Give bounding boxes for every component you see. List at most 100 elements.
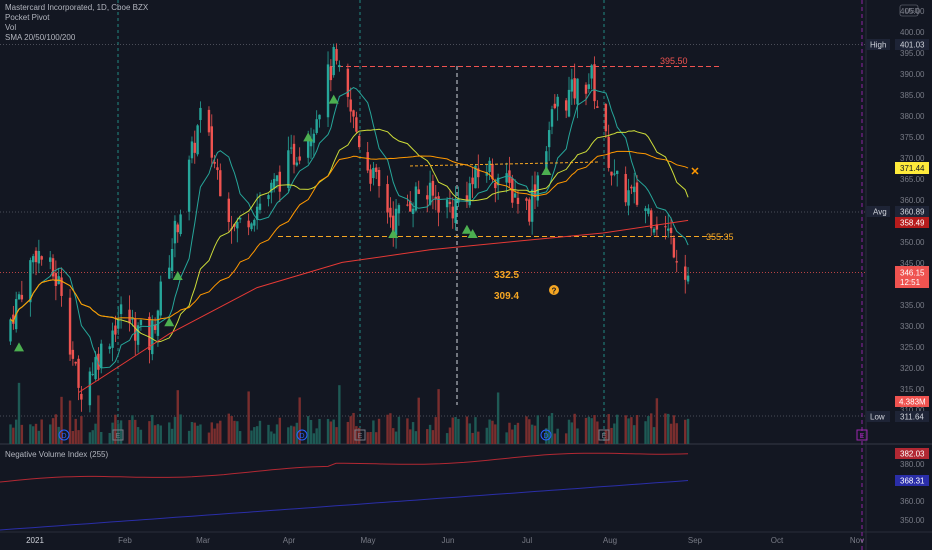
candle-body <box>528 199 531 222</box>
volume-value-box <box>895 396 929 407</box>
countdown: 12:51 <box>900 278 921 287</box>
volume-bar <box>193 422 196 444</box>
candle-body <box>270 182 273 193</box>
avg-tag: Avg <box>873 208 887 217</box>
volume-bar <box>80 416 83 444</box>
volume-bar <box>406 418 409 444</box>
price-tick: 370.00 <box>900 154 925 163</box>
candle-body <box>9 319 12 342</box>
chart-legend[interactable]: Mastercard Incorporated, 1D, Cboe BZX Po… <box>5 3 148 43</box>
pocket-pivot-icon <box>303 132 314 142</box>
volume-bar <box>593 415 596 444</box>
candle-body <box>159 281 162 316</box>
price-tick: 330.00 <box>900 322 925 331</box>
volume-bar <box>655 398 659 444</box>
pocket-pivot-icon <box>467 229 478 238</box>
volume-bar <box>9 424 12 444</box>
sma100-line <box>10 150 689 323</box>
symbol-title[interactable]: Mastercard Incorporated, 1D, Cboe BZX <box>5 3 149 12</box>
volume-bar <box>199 424 202 444</box>
volume-bar <box>287 427 290 444</box>
volume-bar <box>267 424 270 444</box>
currency-label: USD <box>905 8 920 15</box>
candle-body <box>426 195 429 200</box>
candle-body <box>199 107 202 121</box>
candle-body <box>633 186 636 193</box>
candle-body <box>358 135 361 148</box>
volume-bar <box>528 419 531 444</box>
volume-bar <box>278 417 282 444</box>
volume-bar <box>647 416 650 444</box>
nvi-title: Negative Volume Index (255) <box>5 450 109 459</box>
time-label: Apr <box>283 536 296 545</box>
indicator-label[interactable]: Vol <box>5 23 17 32</box>
volume-bar <box>686 418 690 444</box>
volume-bar <box>633 425 636 444</box>
volume-bar <box>179 414 182 444</box>
sma200-line <box>78 219 689 394</box>
event-badge-label: D <box>543 433 548 440</box>
candle-body <box>29 260 32 303</box>
time-label: Jul <box>522 536 532 545</box>
volume-bar <box>128 420 131 444</box>
time-label: Sep <box>688 536 703 545</box>
volume-bar <box>635 415 639 444</box>
candle-body <box>31 256 35 263</box>
volume-bar <box>448 427 452 444</box>
candle-body <box>139 319 143 326</box>
price-tick: 405.00 <box>900 7 925 16</box>
candle-body <box>213 162 216 164</box>
sma20-line <box>10 87 689 369</box>
volume-bar <box>97 395 100 444</box>
avg-value: 360.89 <box>900 208 925 217</box>
indicator-label[interactable]: SMA 20/50/100/200 <box>5 33 76 42</box>
pocket-pivot-icon <box>14 342 25 352</box>
volume-bar <box>366 432 369 444</box>
volume-bar <box>318 418 321 444</box>
volume-bar <box>615 414 619 444</box>
candle-body <box>114 325 117 335</box>
candle-body <box>153 324 157 330</box>
volume-bar <box>68 400 72 444</box>
volume-bar <box>477 431 480 444</box>
volume-bar <box>159 425 162 444</box>
candle-body <box>298 156 301 161</box>
candle-body <box>593 64 596 102</box>
candle-body <box>346 68 350 97</box>
volume-bar <box>451 417 454 444</box>
candle-body <box>474 165 477 189</box>
candle-body <box>556 96 559 107</box>
candle-body <box>74 361 77 364</box>
volume-bar <box>275 424 279 444</box>
candle-body <box>253 219 256 226</box>
volume-bar <box>238 431 242 444</box>
volume-bar <box>485 427 488 444</box>
indicator-label[interactable]: Pocket Pivot <box>5 13 50 22</box>
volume-bar <box>394 431 398 444</box>
volume-bar <box>610 427 613 444</box>
candle-body <box>233 223 236 227</box>
volume-bar <box>564 433 568 444</box>
candle-body <box>647 208 650 214</box>
candle-body <box>448 201 452 205</box>
volume-bar <box>352 412 355 444</box>
volume-bar <box>170 428 174 444</box>
volume-bar <box>587 416 591 444</box>
volume-bar <box>34 423 38 444</box>
question-mark-icon: ? <box>552 287 557 296</box>
candle-body <box>275 175 279 182</box>
volume-bar <box>207 432 211 444</box>
event-badge-label: E <box>860 433 865 440</box>
volume-bar <box>428 424 432 444</box>
volume-bar <box>255 426 259 444</box>
candle-body <box>468 183 471 206</box>
high-tag: High <box>870 41 886 50</box>
candle-body <box>613 173 616 175</box>
volume-bar <box>100 431 103 444</box>
candle-body <box>329 66 333 81</box>
volume-bar <box>12 427 15 444</box>
candle-body <box>386 184 389 213</box>
event-badge-label: D <box>61 433 66 440</box>
